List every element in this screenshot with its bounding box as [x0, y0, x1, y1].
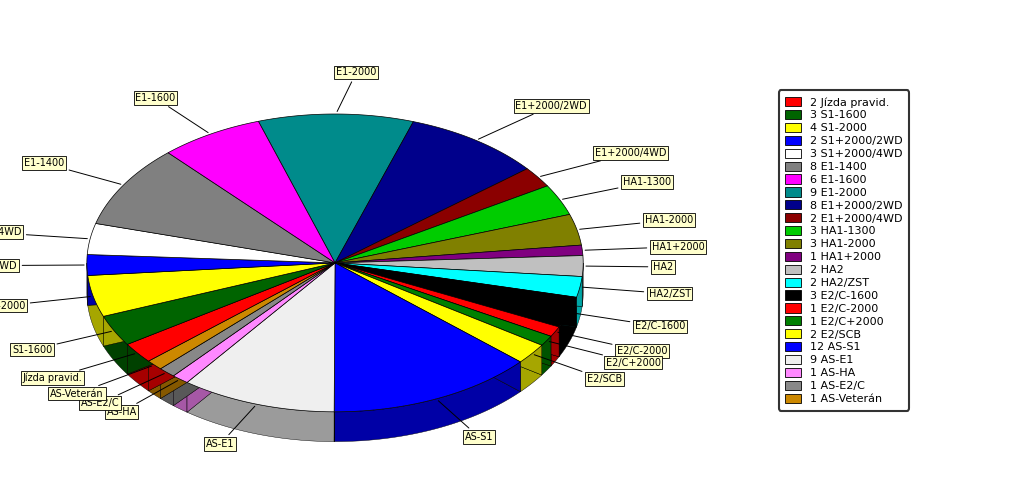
Polygon shape	[148, 263, 336, 391]
Polygon shape	[187, 263, 336, 412]
Polygon shape	[336, 263, 542, 375]
Text: E1-1400: E1-1400	[25, 158, 121, 184]
Text: E1+2000/2WD: E1+2000/2WD	[479, 101, 587, 139]
Polygon shape	[336, 263, 551, 345]
Polygon shape	[127, 263, 336, 374]
Polygon shape	[148, 263, 336, 391]
Polygon shape	[336, 263, 582, 297]
Text: AS-S1: AS-S1	[438, 401, 493, 442]
Polygon shape	[577, 277, 582, 327]
Polygon shape	[335, 263, 521, 412]
Polygon shape	[336, 263, 582, 306]
Polygon shape	[521, 345, 542, 392]
Polygon shape	[336, 263, 542, 362]
Text: E2/C-1600: E2/C-1600	[572, 313, 685, 331]
Polygon shape	[582, 263, 583, 306]
Polygon shape	[336, 263, 542, 375]
Polygon shape	[173, 263, 336, 406]
Polygon shape	[336, 169, 547, 263]
Text: E1-2000: E1-2000	[337, 67, 376, 112]
Polygon shape	[103, 316, 127, 374]
Text: HA2: HA2	[586, 262, 673, 272]
Polygon shape	[161, 263, 336, 398]
Polygon shape	[336, 214, 581, 263]
Polygon shape	[336, 263, 582, 306]
Text: AS-E2/C: AS-E2/C	[81, 374, 165, 408]
Polygon shape	[336, 263, 577, 327]
Text: S1-2000: S1-2000	[0, 297, 90, 311]
Polygon shape	[88, 263, 336, 305]
Polygon shape	[335, 362, 521, 441]
Text: HA1-2000: HA1-2000	[580, 215, 693, 229]
Polygon shape	[103, 263, 336, 346]
Polygon shape	[173, 376, 187, 412]
Polygon shape	[103, 263, 336, 346]
Polygon shape	[542, 336, 551, 375]
Polygon shape	[336, 263, 559, 336]
Polygon shape	[127, 263, 336, 374]
Polygon shape	[259, 114, 413, 263]
Text: E2/C+2000: E2/C+2000	[549, 342, 661, 368]
Polygon shape	[103, 263, 336, 344]
Polygon shape	[127, 344, 148, 391]
Polygon shape	[336, 263, 559, 357]
Text: E2/C-2000: E2/C-2000	[558, 332, 667, 356]
Polygon shape	[161, 263, 336, 376]
Text: HA1+2000: HA1+2000	[585, 242, 704, 252]
Polygon shape	[173, 263, 336, 382]
Polygon shape	[173, 263, 336, 406]
Text: E1+2000/4WD: E1+2000/4WD	[540, 148, 666, 176]
Polygon shape	[148, 263, 336, 369]
Polygon shape	[161, 369, 173, 406]
Text: S1-1600: S1-1600	[12, 331, 112, 355]
Text: E2/SCB: E2/SCB	[534, 355, 622, 384]
Polygon shape	[187, 263, 336, 412]
Polygon shape	[88, 263, 336, 316]
Text: AS-HA: AS-HA	[106, 381, 178, 417]
Polygon shape	[336, 263, 521, 392]
Polygon shape	[87, 255, 336, 276]
Text: AS-Veterán: AS-Veterán	[50, 366, 151, 399]
Polygon shape	[336, 263, 577, 327]
Polygon shape	[336, 256, 583, 277]
Polygon shape	[161, 263, 336, 398]
Text: S1+2000/4WD: S1+2000/4WD	[0, 227, 87, 238]
Polygon shape	[336, 186, 570, 263]
Text: HA1-1300: HA1-1300	[563, 177, 671, 199]
Polygon shape	[336, 245, 583, 263]
Polygon shape	[88, 263, 336, 305]
Polygon shape	[551, 327, 559, 366]
Polygon shape	[559, 297, 577, 357]
Polygon shape	[127, 263, 336, 361]
Polygon shape	[148, 361, 161, 398]
Text: E1-1600: E1-1600	[135, 93, 208, 133]
Polygon shape	[88, 276, 103, 346]
Polygon shape	[336, 122, 527, 263]
Polygon shape	[168, 121, 336, 263]
Text: S1+2000/2WD: S1+2000/2WD	[0, 261, 84, 271]
Polygon shape	[96, 153, 336, 263]
Polygon shape	[336, 263, 521, 392]
Polygon shape	[336, 263, 577, 327]
Polygon shape	[336, 263, 551, 366]
Legend: 2 Jízda pravid., 3 S1-1600, 4 S1-2000, 2 S1+2000/2WD, 3 S1+2000/4WD, 8 E1-1400, : 2 Jízda pravid., 3 S1-1600, 4 S1-2000, 2…	[779, 90, 909, 411]
Text: AS-E1: AS-E1	[207, 406, 255, 449]
Polygon shape	[187, 382, 335, 441]
Polygon shape	[187, 263, 336, 412]
Text: HA2/ZST: HA2/ZST	[583, 287, 691, 299]
Polygon shape	[87, 223, 336, 263]
Polygon shape	[336, 263, 551, 366]
Text: Jízda pravid.: Jízda pravid.	[23, 354, 135, 383]
Polygon shape	[336, 263, 559, 357]
